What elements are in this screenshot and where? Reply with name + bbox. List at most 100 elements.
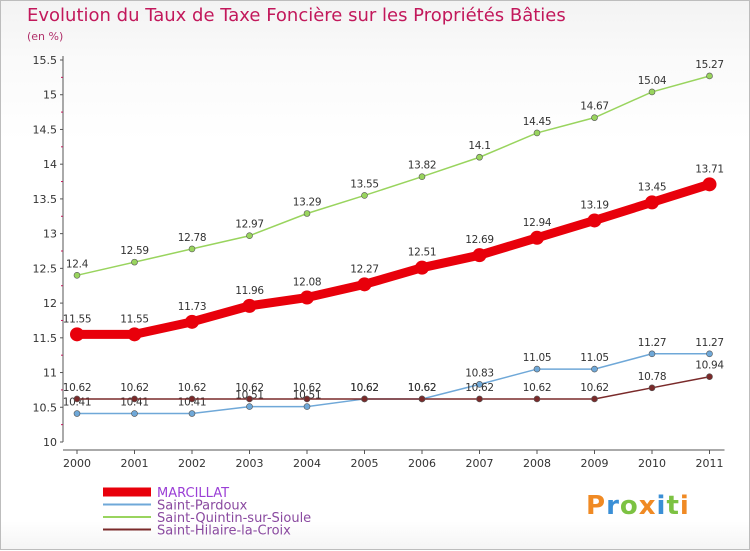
legend-label-saint-quintin-sur-sioule: Saint-Quintin-sur-Sioule bbox=[157, 511, 311, 526]
y-tick-label: 14 bbox=[43, 158, 57, 171]
x-tick-label: 2010 bbox=[638, 457, 666, 470]
data-point-saint-hilaire-la-croix bbox=[188, 395, 196, 403]
y-tick-label: 12 bbox=[43, 297, 57, 310]
data-point-saint-pardoux bbox=[73, 410, 81, 417]
data-point-marcillat bbox=[70, 327, 84, 342]
data-point-saint-pardoux bbox=[648, 350, 656, 358]
y-tick-label: 13 bbox=[43, 228, 57, 241]
data-point-saint-quintin-sur-sioule bbox=[303, 210, 311, 217]
proxiti-logo: Proxiti bbox=[586, 491, 690, 521]
data-label-saint-pardoux: 11.05 bbox=[523, 352, 552, 364]
data-label-saint-quintin-sur-sioule: 13.82 bbox=[408, 160, 437, 172]
data-point-saint-hilaire-la-croix bbox=[418, 395, 426, 403]
data-point-saint-quintin-sur-sioule bbox=[131, 258, 138, 266]
data-label-saint-hilaire-la-croix: 10.62 bbox=[120, 382, 149, 394]
series-line-marcillat bbox=[72, 179, 714, 339]
x-tick-label: 2006 bbox=[408, 457, 436, 470]
series-line-saint-pardoux bbox=[77, 353, 710, 415]
y-tick-label: 15 bbox=[43, 89, 57, 102]
data-point-saint-quintin-sur-sioule bbox=[246, 232, 253, 240]
data-point-marcillat bbox=[185, 314, 199, 329]
x-tick-label: 2007 bbox=[466, 457, 494, 470]
data-label-marcillat: 12.51 bbox=[408, 247, 437, 259]
data-point-saint-hilaire-la-croix bbox=[533, 395, 541, 403]
data-label-marcillat: 12.08 bbox=[293, 277, 322, 289]
legend-label-saint-pardoux: Saint-Pardoux bbox=[157, 499, 248, 514]
y-tick-label: 10 bbox=[43, 436, 57, 449]
data-label-saint-pardoux: 11.27 bbox=[638, 337, 667, 349]
x-tick-label: 2002 bbox=[178, 457, 206, 470]
data-point-saint-quintin-sur-sioule bbox=[73, 272, 81, 279]
data-point-saint-pardoux bbox=[246, 403, 253, 410]
data-point-saint-quintin-sur-sioule bbox=[591, 114, 598, 121]
data-label-saint-hilaire-la-croix: 10.94 bbox=[695, 360, 724, 372]
data-point-saint-pardoux bbox=[591, 365, 598, 373]
data-point-saint-pardoux bbox=[188, 410, 196, 417]
data-point-saint-pardoux bbox=[131, 410, 138, 417]
data-label-saint-hilaire-la-croix: 10.78 bbox=[638, 371, 667, 383]
data-label-saint-pardoux: 11.27 bbox=[695, 337, 724, 349]
data-label-marcillat: 13.71 bbox=[695, 163, 724, 175]
data-label-saint-quintin-sur-sioule: 15.04 bbox=[638, 75, 667, 87]
data-label-saint-hilaire-la-croix: 10.62 bbox=[293, 382, 322, 394]
x-tick-label: 2008 bbox=[523, 457, 551, 470]
data-point-saint-pardoux bbox=[533, 365, 541, 373]
data-point-marcillat bbox=[472, 248, 487, 263]
data-label-saint-hilaire-la-croix: 10.62 bbox=[523, 382, 552, 394]
data-label-marcillat: 11.55 bbox=[120, 313, 149, 325]
data-point-saint-quintin-sur-sioule bbox=[476, 153, 483, 161]
x-tick-label: 2001 bbox=[121, 457, 149, 470]
data-label-saint-quintin-sur-sioule: 12.97 bbox=[235, 219, 264, 231]
x-tick-label: 2011 bbox=[696, 457, 724, 470]
data-label-saint-quintin-sur-sioule: 13.55 bbox=[350, 178, 379, 190]
y-tick-label: 14.5 bbox=[33, 123, 58, 136]
data-label-marcillat: 11.73 bbox=[178, 301, 207, 313]
y-tick-label: 12.5 bbox=[33, 262, 58, 275]
data-point-saint-pardoux bbox=[303, 403, 311, 410]
data-label-saint-quintin-sur-sioule: 14.67 bbox=[580, 101, 609, 113]
data-point-marcillat bbox=[587, 213, 602, 228]
data-point-marcillat bbox=[300, 290, 314, 305]
x-tick-label: 2003 bbox=[236, 457, 264, 470]
data-label-saint-quintin-sur-sioule: 15.27 bbox=[695, 59, 724, 71]
data-label-saint-quintin-sur-sioule: 14.45 bbox=[523, 116, 552, 128]
x-tick-label: 2009 bbox=[581, 457, 609, 470]
data-label-saint-quintin-sur-sioule: 12.59 bbox=[120, 245, 149, 257]
y-tick-label: 11 bbox=[43, 367, 57, 380]
data-point-saint-quintin-sur-sioule bbox=[706, 72, 713, 80]
data-point-marcillat bbox=[702, 177, 717, 192]
data-label-marcillat: 12.94 bbox=[523, 217, 552, 229]
series-line-saint-hilaire-la-croix bbox=[77, 375, 710, 400]
data-point-marcillat bbox=[242, 298, 257, 313]
y-tick-label: 10.5 bbox=[33, 401, 58, 414]
x-tick-label: 2005 bbox=[351, 457, 379, 470]
legend-label-saint-hilaire-la-croix: Saint-Hilaire-la-Croix bbox=[157, 524, 291, 539]
data-point-saint-hilaire-la-croix bbox=[73, 395, 81, 403]
data-point-saint-pardoux bbox=[476, 381, 483, 388]
chart-subtitle: (en %) bbox=[27, 30, 64, 43]
chart-title: Evolution du Taux de Taxe Foncière sur l… bbox=[27, 5, 566, 26]
data-label-saint-quintin-sur-sioule: 12.78 bbox=[178, 232, 207, 244]
data-label-saint-pardoux: 10.62 bbox=[408, 382, 437, 394]
data-label-saint-hilaire-la-croix: 10.62 bbox=[580, 382, 609, 394]
data-point-saint-quintin-sur-sioule bbox=[188, 245, 196, 253]
data-label-saint-hilaire-la-croix: 10.62 bbox=[408, 382, 437, 394]
data-label-marcillat: 12.69 bbox=[465, 234, 494, 246]
data-point-saint-hilaire-la-croix bbox=[591, 395, 598, 403]
data-point-saint-hilaire-la-croix bbox=[706, 373, 713, 381]
data-point-saint-pardoux bbox=[706, 350, 713, 358]
data-label-saint-pardoux: 10.83 bbox=[465, 367, 494, 379]
data-label-saint-quintin-sur-sioule: 14.1 bbox=[468, 140, 490, 152]
data-label-saint-hilaire-la-croix: 10.62 bbox=[350, 382, 379, 394]
data-point-saint-hilaire-la-croix bbox=[476, 395, 483, 403]
data-point-marcillat bbox=[127, 327, 142, 342]
data-label-marcillat: 12.27 bbox=[350, 263, 379, 275]
data-label-marcillat: 13.19 bbox=[580, 199, 609, 211]
data-label-saint-hilaire-la-croix: 10.62 bbox=[235, 382, 264, 394]
data-point-saint-quintin-sur-sioule bbox=[648, 88, 656, 96]
data-point-saint-hilaire-la-croix bbox=[246, 395, 253, 403]
y-tick-label: 13.5 bbox=[33, 193, 58, 206]
data-point-saint-hilaire-la-croix bbox=[131, 395, 138, 403]
